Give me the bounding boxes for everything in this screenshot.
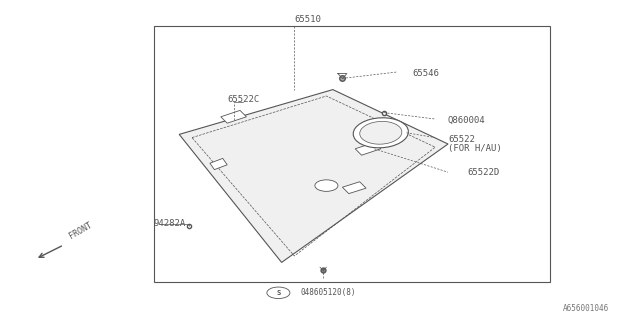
- Text: FRONT: FRONT: [67, 220, 93, 241]
- Text: 65510: 65510: [294, 15, 321, 24]
- Polygon shape: [355, 142, 381, 155]
- Text: 65522C: 65522C: [227, 95, 259, 104]
- Polygon shape: [179, 90, 448, 262]
- Bar: [154, 26, 550, 282]
- Circle shape: [267, 287, 290, 299]
- Ellipse shape: [360, 121, 402, 144]
- Text: 65522: 65522: [448, 135, 475, 144]
- Polygon shape: [342, 182, 366, 194]
- Text: S: S: [276, 290, 280, 296]
- Polygon shape: [210, 158, 227, 170]
- Text: Q860004: Q860004: [448, 116, 486, 124]
- Circle shape: [315, 180, 338, 191]
- Text: 048605120(8): 048605120(8): [301, 288, 356, 297]
- Text: A656001046: A656001046: [563, 304, 609, 313]
- Text: 65522D: 65522D: [467, 168, 499, 177]
- Polygon shape: [221, 110, 246, 123]
- Text: 94282A: 94282A: [154, 220, 186, 228]
- Text: 65546: 65546: [413, 69, 440, 78]
- Text: (FOR H/AU): (FOR H/AU): [448, 144, 502, 153]
- Ellipse shape: [353, 118, 408, 148]
